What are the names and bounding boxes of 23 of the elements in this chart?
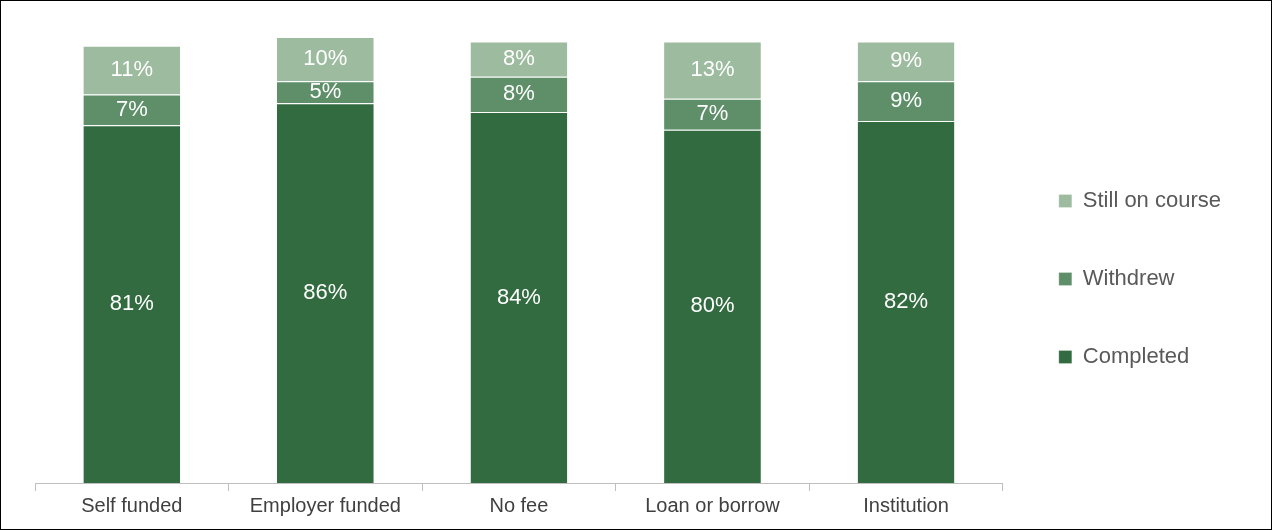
data-label: 7% — [115, 95, 148, 121]
data-label: 7% — [696, 100, 729, 126]
legend-label: Completed — [1082, 343, 1190, 369]
legend-label: Still on course — [1082, 187, 1222, 213]
data-label: 8% — [503, 80, 535, 106]
data-label: 9% — [890, 87, 922, 113]
data-label: 8% — [503, 45, 535, 71]
data-label: 86% — [303, 279, 348, 305]
legend-label: Withdrew — [1082, 265, 1175, 291]
data-label: 9% — [890, 47, 922, 73]
x-tick-label: No fee — [489, 493, 549, 516]
x-tick-label: Self funded — [81, 493, 183, 516]
data-label: 5% — [309, 78, 342, 104]
data-label: 10% — [303, 45, 348, 71]
x-tick-label: Institution — [863, 493, 949, 516]
data-label: 80% — [690, 292, 735, 318]
x-tick-label: Employer funded — [249, 493, 401, 516]
data-label: 13% — [690, 56, 735, 82]
data-label: 82% — [884, 288, 929, 314]
data-label: 81% — [109, 290, 154, 316]
x-tick-label: Loan or borrow — [645, 493, 781, 516]
data-label: 84% — [496, 283, 541, 309]
data-label: 11% — [110, 56, 153, 82]
